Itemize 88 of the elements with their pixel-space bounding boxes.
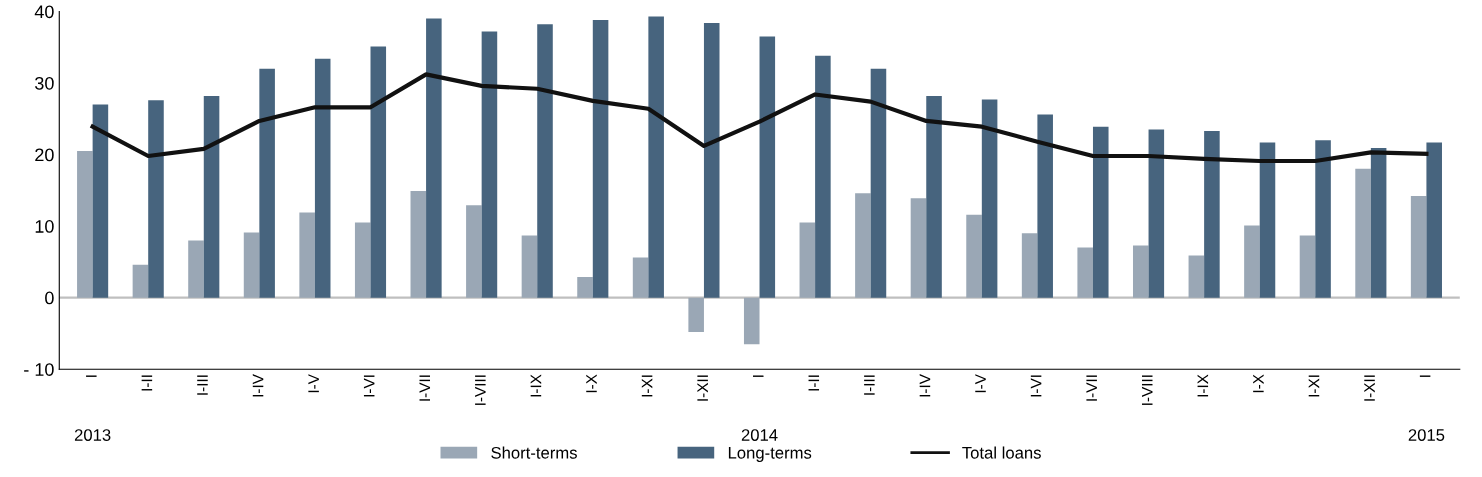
bar	[926, 95, 942, 298]
bar	[1370, 148, 1387, 298]
bar	[481, 31, 498, 298]
bar	[203, 95, 220, 298]
x-tick-label: I-VIII	[1141, 375, 1153, 405]
legend-label: Long-terms	[728, 447, 812, 462]
y-tick-label: 30	[35, 76, 54, 90]
bar	[815, 55, 831, 298]
legend-label: Total loans	[962, 446, 1041, 459]
x-tick-label: I-X	[586, 374, 597, 393]
x-tick-label: I-IX	[530, 374, 542, 397]
text: 2015	[1408, 429, 1445, 441]
text: 2013	[74, 429, 111, 441]
bar	[1037, 114, 1053, 298]
bar	[632, 257, 649, 298]
bar	[188, 240, 204, 298]
x-tick-label: I-XI	[1308, 375, 1320, 397]
bar	[1410, 196, 1427, 298]
x-tick-label: I-IV	[252, 374, 264, 397]
bar	[314, 58, 331, 298]
bar	[243, 232, 260, 298]
bar	[521, 235, 538, 298]
bar	[132, 264, 149, 298]
y-tick-label: 0	[45, 291, 54, 305]
bar	[299, 212, 315, 298]
bar	[855, 193, 871, 298]
bar	[1204, 130, 1220, 298]
x-tick-label: I-IV	[919, 374, 931, 397]
bar	[537, 24, 553, 298]
x-tick-label: I-VIII	[475, 375, 486, 405]
bar	[1259, 142, 1276, 298]
bar	[759, 36, 776, 298]
bar	[1244, 225, 1260, 298]
bar	[92, 104, 109, 298]
text: 2014	[741, 429, 778, 441]
x-tick-label: I-III	[197, 375, 208, 395]
bar	[148, 100, 164, 298]
line-series	[90, 72, 1429, 164]
x-tick-label: I-VI	[1030, 375, 1042, 397]
bar	[870, 68, 887, 298]
bar	[1092, 126, 1109, 298]
bar	[426, 18, 442, 298]
legend-label: Short-terms	[491, 446, 577, 459]
bar	[1355, 168, 1371, 298]
x-tick-label: I	[752, 375, 764, 377]
bar	[743, 297, 760, 345]
x-tick-label: I-II	[141, 375, 153, 391]
x-tick-label: I-VII	[419, 375, 431, 401]
bar	[1077, 247, 1093, 298]
x-tick-label: I-IX	[1197, 374, 1209, 397]
bar	[966, 214, 982, 298]
bar	[1148, 129, 1165, 298]
x-tick-label: I	[86, 375, 97, 377]
bar	[410, 191, 427, 298]
x-tick-label: I-II	[808, 375, 820, 391]
x-tick-label: I-XI	[641, 375, 653, 397]
x-tick-label: I-VII	[1086, 375, 1097, 401]
bar	[466, 205, 482, 298]
x-tick-label: I-VI	[363, 375, 375, 397]
bar	[799, 222, 816, 298]
bar	[1188, 255, 1205, 298]
bar	[688, 297, 704, 332]
bar	[1132, 245, 1149, 298]
x-tick-label: I-X	[1253, 374, 1264, 393]
bar	[1299, 235, 1316, 298]
x-tick-label: I-V	[975, 374, 986, 393]
x-tick-label: I-III	[864, 375, 875, 395]
bar	[1021, 233, 1038, 298]
x-tick-label: I-XII	[1364, 375, 1375, 401]
bar	[370, 46, 387, 298]
y-tick-label: 20	[35, 148, 54, 162]
bar	[592, 20, 609, 298]
bar	[981, 99, 998, 298]
bar	[910, 198, 927, 298]
y-tick-label: 10	[35, 220, 54, 233]
bar	[1426, 142, 1442, 298]
bar	[703, 22, 720, 298]
y-tick-label: - 10	[24, 363, 54, 376]
bar	[354, 222, 371, 298]
bar	[577, 276, 593, 298]
bar	[77, 150, 93, 298]
bar	[1315, 140, 1331, 298]
x-tick-label: I-XII	[697, 375, 708, 401]
bar	[648, 16, 664, 298]
bar	[259, 68, 275, 298]
x-tick-label: I-V	[308, 374, 319, 393]
x-tick-label: I	[1419, 375, 1431, 377]
y-tick-label: 40	[34, 5, 54, 19]
